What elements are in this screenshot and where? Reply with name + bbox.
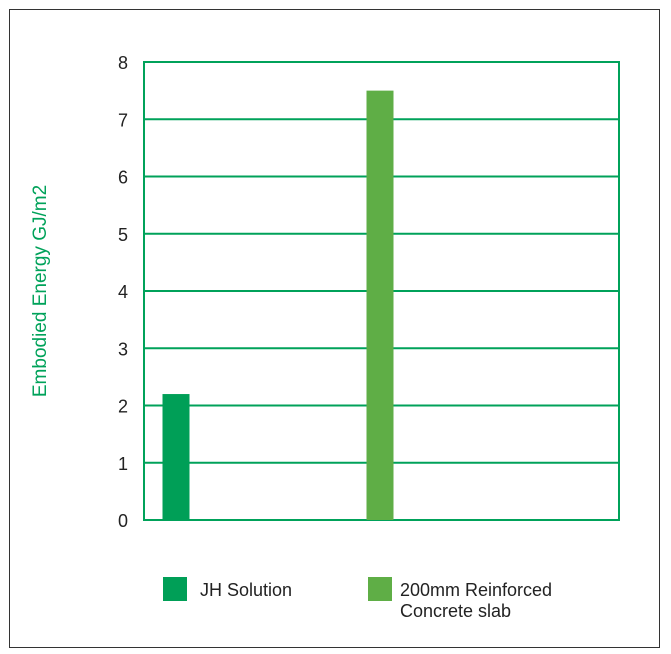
legend-swatch-1 [163, 577, 187, 601]
y-tick-labels: 0 1 2 3 4 5 6 7 8 [118, 53, 128, 531]
chart-frame [9, 9, 660, 648]
legend-swatch-2 [368, 577, 392, 601]
y-tick-label: 2 [118, 397, 128, 417]
legend-label: JH Solution [200, 580, 292, 600]
y-tick-label: 3 [118, 339, 128, 359]
y-tick-label: 0 [118, 511, 128, 531]
y-axis-label: Embodied Energy GJ/m2 [30, 185, 51, 397]
y-tick-label: 5 [118, 225, 128, 245]
y-tick-label: 7 [118, 110, 128, 130]
y-tick-label: 6 [118, 168, 128, 188]
y-tick-label: 8 [118, 53, 128, 73]
y-tick-label: 1 [118, 454, 128, 474]
y-tick-label: 4 [118, 282, 128, 302]
legend-label: 200mm Reinforced [400, 580, 552, 600]
gridlines [143, 61, 620, 521]
bars [162, 90, 394, 520]
legend-label: Concrete slab [400, 601, 511, 621]
bar-1 [162, 394, 190, 520]
bar-2 [366, 90, 394, 520]
